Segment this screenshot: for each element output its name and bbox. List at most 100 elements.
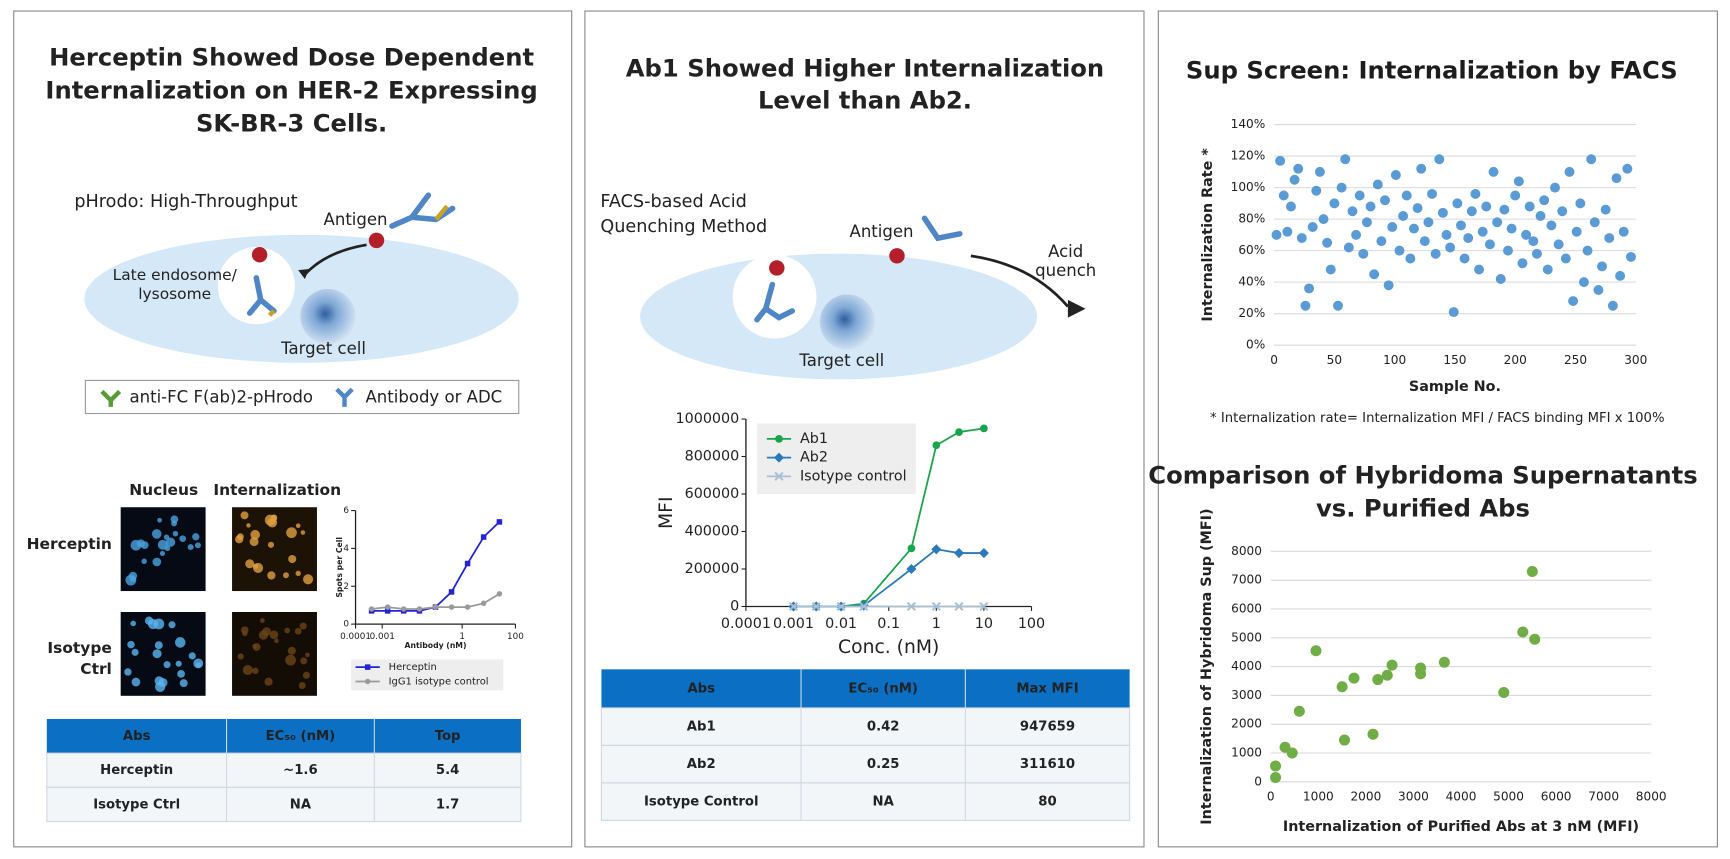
cell-dot xyxy=(246,523,251,528)
antigen-dot xyxy=(251,247,268,263)
data-point xyxy=(1575,198,1586,209)
row-label: Isotype xyxy=(47,639,111,657)
cell-dot xyxy=(152,649,162,659)
y-tick-label: 0 xyxy=(730,598,739,614)
data-point xyxy=(1521,229,1532,240)
diagram-legend xyxy=(84,379,520,415)
legend-marker xyxy=(774,471,784,481)
data-point xyxy=(1589,217,1600,228)
cell-dot xyxy=(274,638,279,644)
data-point xyxy=(1622,163,1633,174)
y-tick-label: 140% xyxy=(1231,117,1266,131)
data-point xyxy=(1492,217,1503,228)
x-tick-label: 0 xyxy=(1270,353,1278,367)
footnote: * Internalization rate= Internalization … xyxy=(1210,411,1664,426)
data-point xyxy=(1278,190,1289,201)
cell-dot xyxy=(165,537,176,547)
data-point xyxy=(384,604,391,610)
data-point xyxy=(1578,277,1589,288)
x-tick-label: 10 xyxy=(975,616,993,632)
y-tick-label: 600000 xyxy=(685,486,740,502)
table-row xyxy=(46,786,522,823)
data-point xyxy=(1325,264,1336,275)
x-tick-label: 2000 xyxy=(1350,790,1381,804)
cell-dot xyxy=(127,640,135,649)
legend-label: Herceptin xyxy=(389,662,437,673)
data-point xyxy=(907,544,916,553)
data-point xyxy=(1526,565,1538,578)
data-point xyxy=(1546,220,1557,231)
data-point xyxy=(1463,233,1474,243)
y-tick-label: 5000 xyxy=(1231,630,1262,644)
data-point xyxy=(1311,185,1322,196)
cell-dot xyxy=(259,618,265,623)
data-point xyxy=(978,548,989,559)
data-point xyxy=(932,441,941,450)
data-point xyxy=(954,601,964,612)
target-cell xyxy=(819,294,875,350)
cell-dot xyxy=(288,555,297,564)
x-tick-label: 3000 xyxy=(1398,790,1429,804)
data-point xyxy=(1452,198,1463,209)
table-cell: Herceptin xyxy=(100,763,173,778)
data-point xyxy=(1481,201,1492,212)
table-header-cell: Max MFI xyxy=(1016,682,1078,697)
data-point xyxy=(1484,239,1495,250)
y-tick-label: 3000 xyxy=(1231,688,1262,702)
data-point xyxy=(384,608,391,614)
data-point xyxy=(931,544,942,555)
cell-dot xyxy=(284,627,291,634)
table-header-cell: Abs xyxy=(687,682,715,697)
cell-dot xyxy=(298,682,306,689)
data-point xyxy=(1270,771,1282,784)
cell-dot xyxy=(258,630,269,640)
diagram-label: Late endosome/ xyxy=(113,266,238,284)
data-point xyxy=(1498,686,1510,699)
data-point xyxy=(1282,226,1293,237)
x-tick-label: 0 xyxy=(1267,790,1275,804)
panel-title: Ab1 Showed Higher Internalization xyxy=(626,53,1104,82)
data-point xyxy=(1336,182,1347,193)
data-point xyxy=(1419,236,1430,247)
data-point xyxy=(1517,258,1528,269)
y-tick-label: 0 xyxy=(343,620,349,630)
x-tick-label: 1000 xyxy=(1303,790,1334,804)
cell-dot xyxy=(151,529,162,539)
y-tick-label: 100% xyxy=(1231,180,1266,194)
data-point xyxy=(1348,672,1360,684)
data-point xyxy=(1300,300,1311,311)
data-point xyxy=(1271,229,1282,240)
data-point xyxy=(955,428,963,437)
data-point xyxy=(1293,163,1304,174)
data-point xyxy=(1372,179,1383,190)
data-point xyxy=(1405,253,1416,264)
cell-dot xyxy=(130,576,136,583)
table-cell: 311610 xyxy=(1020,757,1075,772)
data-point xyxy=(1531,248,1542,259)
data-point xyxy=(1528,236,1539,247)
cell-dot xyxy=(250,529,260,540)
cell-dot xyxy=(295,523,301,529)
data-point xyxy=(836,601,846,612)
x-tick-label: 200 xyxy=(1504,353,1527,367)
data-point xyxy=(1401,190,1412,201)
cell-dot xyxy=(179,535,187,543)
data-point xyxy=(1560,253,1571,264)
data-point xyxy=(859,601,869,612)
table-cell: 5.4 xyxy=(436,763,459,778)
data-point xyxy=(1539,195,1550,206)
series-line xyxy=(793,548,984,608)
cell-dot xyxy=(177,669,185,678)
data-point xyxy=(811,601,821,612)
cell-dot xyxy=(153,618,165,630)
antigen-dot xyxy=(769,260,785,276)
data-point xyxy=(1553,239,1564,250)
x-tick-label: 7000 xyxy=(1588,790,1619,804)
table-cell: 0.25 xyxy=(867,757,900,772)
table-cell: Ab2 xyxy=(687,757,716,772)
data-point xyxy=(1376,236,1387,247)
data-point xyxy=(1336,681,1348,693)
data-point xyxy=(1586,154,1597,165)
arrow xyxy=(970,254,1069,308)
cell-dot xyxy=(157,517,162,523)
